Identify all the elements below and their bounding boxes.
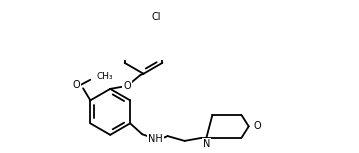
Text: O: O bbox=[253, 121, 261, 131]
Text: Cl: Cl bbox=[152, 12, 162, 22]
Text: O: O bbox=[73, 80, 80, 90]
Text: NH: NH bbox=[148, 134, 163, 144]
Text: CH₃: CH₃ bbox=[96, 72, 113, 81]
Text: O: O bbox=[123, 81, 131, 91]
Text: N: N bbox=[203, 139, 210, 149]
